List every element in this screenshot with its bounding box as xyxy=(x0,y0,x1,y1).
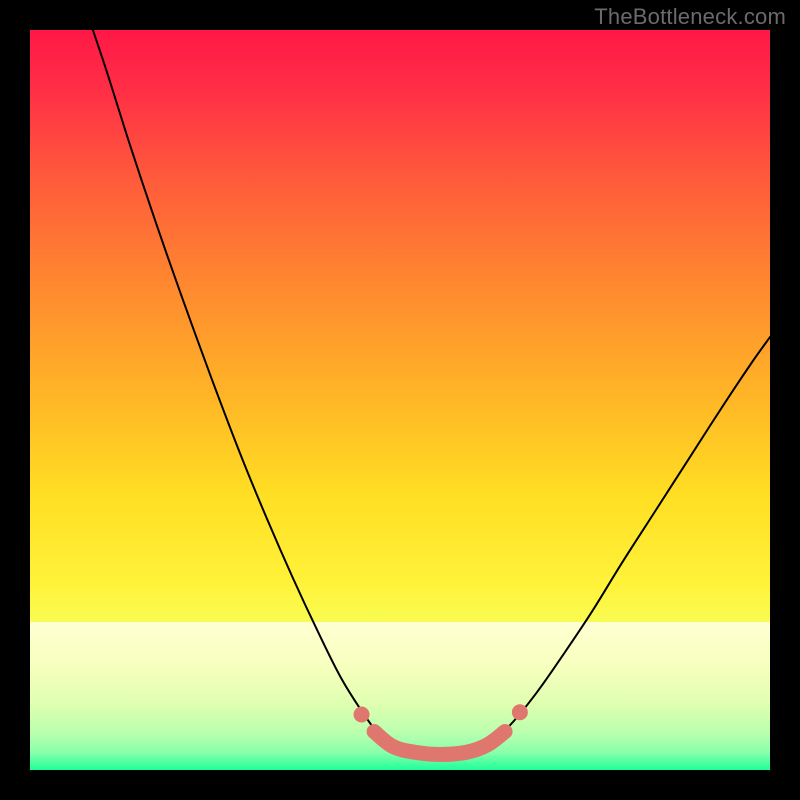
chart-frame: TheBottleneck.com xyxy=(0,0,800,800)
highlight-endpoint-1 xyxy=(354,707,370,723)
watermark-text: TheBottleneck.com xyxy=(594,4,786,30)
highlight-endpoint-2 xyxy=(512,704,528,720)
plot-area xyxy=(30,30,770,770)
bottleneck-chart xyxy=(30,30,770,770)
